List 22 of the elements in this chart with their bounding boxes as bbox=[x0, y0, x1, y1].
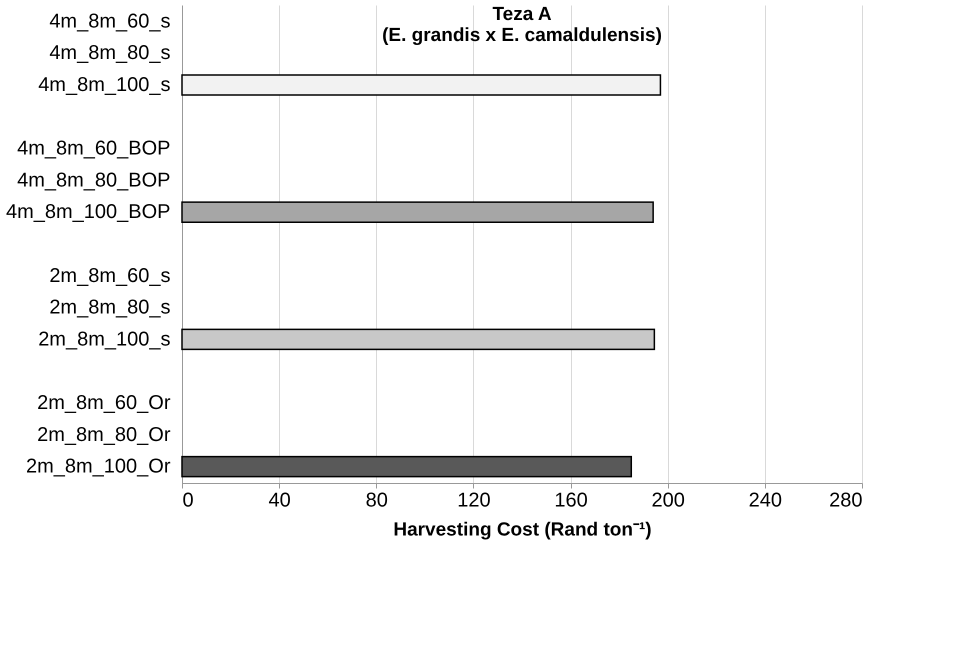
y-tick-label: 2m_8m_80_s bbox=[49, 296, 170, 319]
x-tick-label: 160 bbox=[554, 490, 588, 512]
y-tick-label: 4m_8m_60_s bbox=[49, 10, 170, 32]
y-tick-label: 4m_8m_80_s bbox=[49, 42, 170, 64]
x-tick-label: 40 bbox=[268, 490, 291, 512]
y-tick-label: 2m_8m_60_Or bbox=[37, 392, 171, 414]
x-tick-label: 200 bbox=[652, 490, 685, 512]
x-tick-label: 120 bbox=[457, 490, 491, 512]
x-tick-label: 280 bbox=[829, 490, 862, 512]
text: Teza A (E. grandis x E. camaldulensis) bbox=[382, 4, 662, 46]
y-tick-label: 2m_8m_100_s bbox=[38, 328, 170, 350]
x-tick-label: 0 bbox=[182, 490, 194, 512]
y-tick-label: 2m_8m_100_Or bbox=[26, 456, 171, 478]
x-tick-label: 240 bbox=[748, 490, 782, 512]
y-tick-label: 2m_8m_80_Or bbox=[37, 424, 171, 446]
y-tick-label: 4m_8m_100_BOP bbox=[6, 201, 170, 224]
y-tick-label: 2m_8m_60_s bbox=[49, 264, 170, 287]
y-tick-label: 4m_8m_100_s bbox=[38, 74, 170, 96]
x-tick-label: 80 bbox=[366, 490, 388, 512]
y-tick-label: 4m_8m_80_BOP bbox=[17, 169, 170, 192]
y-tick-label: 4m_8m_60_BOP bbox=[17, 138, 170, 160]
x-axis-title: Harvesting Cost (Rand ton⁻¹) bbox=[393, 520, 652, 540]
